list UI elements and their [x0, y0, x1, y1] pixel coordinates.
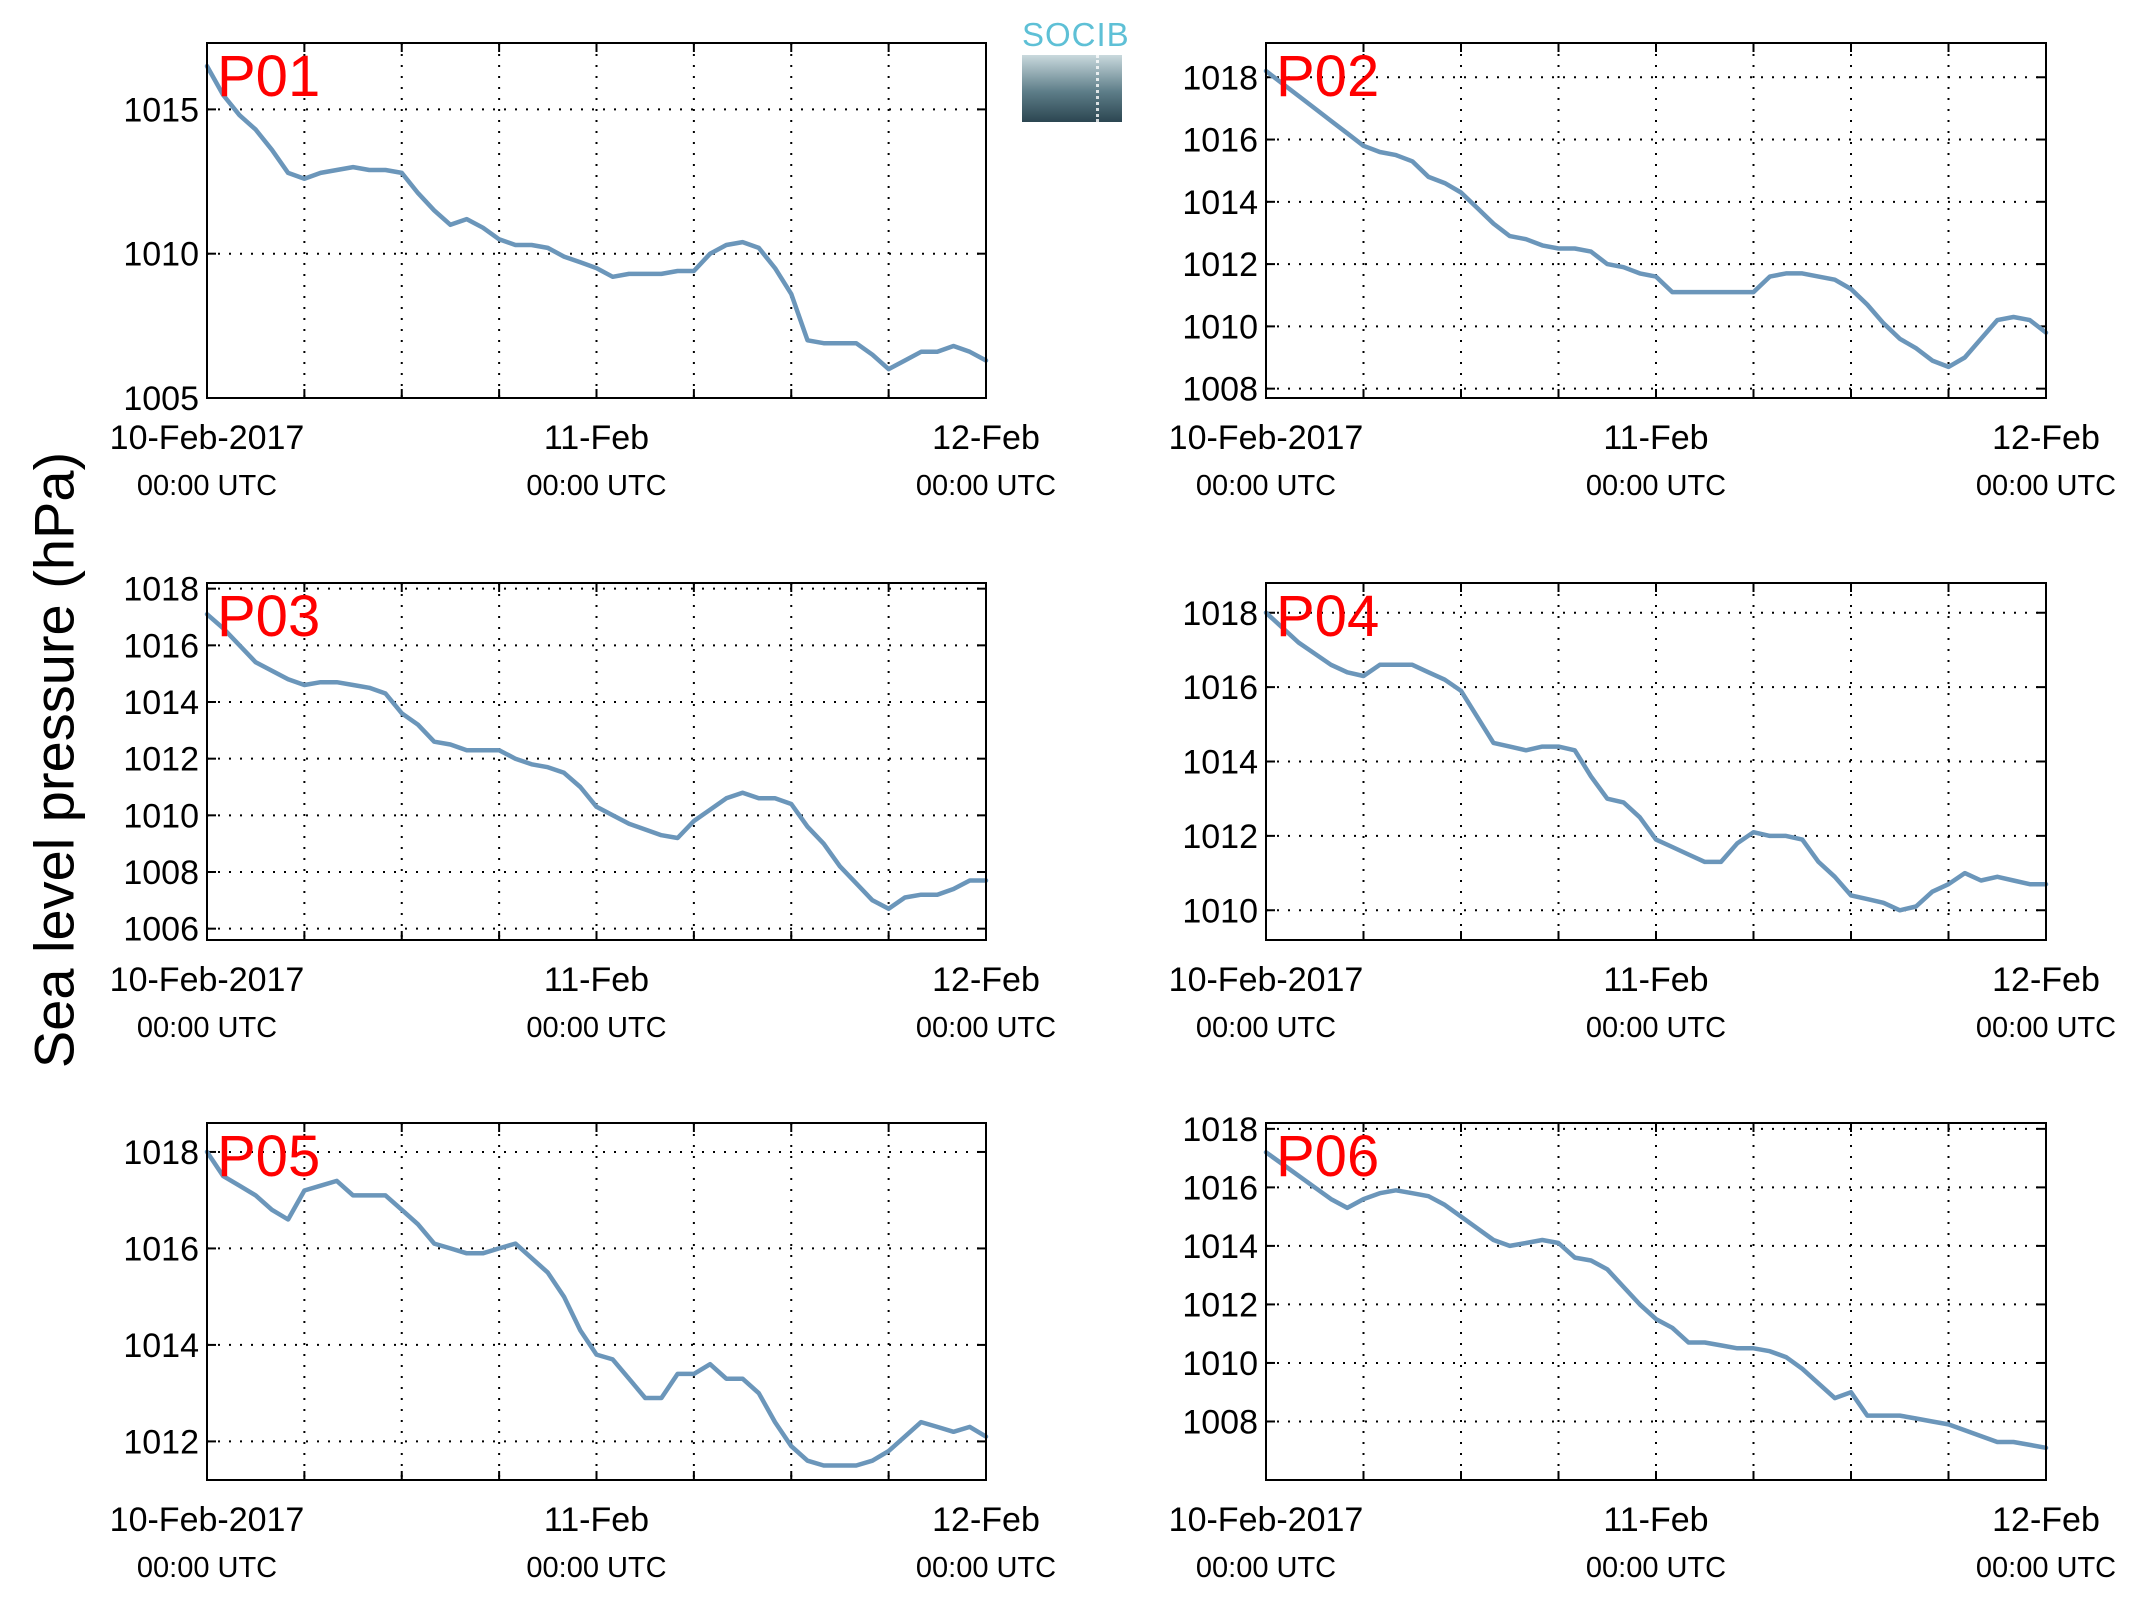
- panel-label: P03: [217, 584, 320, 649]
- y-tick-label: 1014: [1182, 744, 1258, 782]
- logo-text: SOCIB: [1022, 16, 1130, 53]
- y-tick-label: 1005: [123, 380, 199, 418]
- y-tick-label: 1015: [123, 91, 199, 129]
- y-tick-label: 1014: [1182, 184, 1258, 222]
- plot-frame: [1265, 1122, 2047, 1481]
- x-tick-label-time: 00:00 UTC: [1196, 470, 1336, 502]
- x-tick-label-date: 11-Feb: [1603, 961, 1708, 999]
- panel-label: P06: [1276, 1124, 1379, 1189]
- y-tick-label: 1010: [1182, 1345, 1258, 1383]
- y-tick-label: 1010: [1182, 892, 1258, 930]
- x-tick-label-time: 00:00 UTC: [526, 1552, 666, 1584]
- x-tick-label-time: 00:00 UTC: [1586, 1012, 1726, 1044]
- x-tick-label-date: 10-Feb-2017: [110, 961, 305, 999]
- y-tick-label: 1018: [1182, 59, 1258, 97]
- x-tick-label-date: 11-Feb: [544, 419, 649, 457]
- x-tick-label-date: 12-Feb: [1992, 419, 2100, 457]
- subplot-5: 1012 1014 1016 1018 10-Feb-2017 00:00 UTC 11-F…: [110, 1122, 1056, 1584]
- x-tick-label-date: 11-Feb: [544, 1501, 649, 1539]
- pressure-series-line: [1263, 610, 2049, 913]
- x-tick-label-time: 00:00 UTC: [1586, 470, 1726, 502]
- y-tick-label: 1016: [1182, 122, 1258, 160]
- x-tick-label-date: 11-Feb: [544, 961, 649, 999]
- panel-label: P02: [1276, 44, 1379, 109]
- x-tick-label-date: 12-Feb: [1992, 961, 2100, 999]
- y-axis-label: Sea level pressure (hPa): [22, 451, 86, 1069]
- panel-label: P04: [1276, 584, 1379, 649]
- x-tick-label-time: 00:00 UTC: [916, 470, 1056, 502]
- x-tick-label-date: 12-Feb: [932, 961, 1040, 999]
- x-tick-label-time: 00:00 UTC: [137, 1552, 277, 1584]
- plot-frame: [206, 42, 987, 399]
- plot-frame: [206, 1122, 987, 1481]
- x-tick-label-date: 10-Feb-2017: [1169, 1501, 1364, 1539]
- y-tick-label: 1016: [123, 1230, 199, 1268]
- y-tick-label: 1016: [1182, 669, 1258, 707]
- x-tick-label-date: 11-Feb: [1603, 419, 1708, 457]
- y-tick-label: 1010: [123, 236, 199, 274]
- panel-label: P01: [217, 44, 320, 109]
- y-tick-label: 1016: [1182, 1169, 1258, 1207]
- plot-frame: [206, 582, 987, 941]
- logo-wave-icon: [1022, 55, 1122, 122]
- panel-label: P05: [217, 1124, 320, 1189]
- x-tick-label-date: 10-Feb-2017: [1169, 961, 1364, 999]
- x-tick-label-date: 12-Feb: [1992, 1501, 2100, 1539]
- x-tick-label-time: 00:00 UTC: [1976, 470, 2116, 502]
- y-tick-label: 1008: [123, 854, 199, 892]
- y-tick-label: 1012: [1182, 818, 1258, 856]
- pressure-series-line: [1263, 1150, 2049, 1451]
- socib-logo: SOCIB: [1022, 16, 1130, 122]
- subplot-4: 1010 1012 1014 1016 1018 10-Feb-2017 00:00 UTC…: [1169, 582, 2116, 1044]
- x-tick-label-time: 00:00 UTC: [1976, 1552, 2116, 1584]
- x-tick-label-time: 00:00 UTC: [1586, 1552, 1726, 1584]
- y-tick-label: 1012: [1182, 1286, 1258, 1324]
- plot-frame: [1265, 42, 2047, 399]
- y-tick-label: 1018: [1182, 595, 1258, 633]
- y-tick-label: 1018: [1182, 1111, 1258, 1149]
- y-tick-label: 1016: [123, 627, 199, 665]
- x-tick-label-time: 00:00 UTC: [526, 470, 666, 502]
- y-tick-label: 1010: [123, 797, 199, 835]
- subplot-6: 1008 1010 1012 1014 1016 1018 10-Feb-2017 00:00…: [1169, 1111, 2116, 1584]
- pressure-series-line: [204, 611, 989, 912]
- plot-frame: [1265, 582, 2047, 941]
- pressure-series-line: [1263, 68, 2049, 370]
- x-tick-label-time: 00:00 UTC: [916, 1012, 1056, 1044]
- y-tick-label: 1014: [123, 684, 199, 722]
- y-tick-label: 1008: [1182, 371, 1258, 409]
- y-tick-label: 1008: [1182, 1403, 1258, 1441]
- y-tick-label: 1014: [123, 1327, 199, 1365]
- x-tick-label-time: 00:00 UTC: [1196, 1552, 1336, 1584]
- x-tick-label-date: 11-Feb: [1603, 1501, 1708, 1539]
- y-tick-label: 1014: [1182, 1228, 1258, 1266]
- x-tick-label-time: 00:00 UTC: [526, 1012, 666, 1044]
- y-tick-label: 1010: [1182, 308, 1258, 346]
- y-tick-label: 1012: [1182, 246, 1258, 284]
- y-tick-label: 1006: [123, 911, 199, 949]
- pressure-series-line: [204, 63, 989, 372]
- y-tick-label: 1018: [123, 571, 199, 609]
- x-tick-label-date: 10-Feb-2017: [1169, 419, 1364, 457]
- y-tick-label: 1012: [123, 1423, 199, 1461]
- logo-dots: [1096, 55, 1099, 122]
- x-tick-label-date: 10-Feb-2017: [110, 1501, 305, 1539]
- pressure-series-line: [204, 1149, 989, 1468]
- x-tick-label-date: 12-Feb: [932, 419, 1040, 457]
- x-tick-label-time: 00:00 UTC: [916, 1552, 1056, 1584]
- y-tick-label: 1012: [123, 741, 199, 779]
- x-tick-label-time: 00:00 UTC: [1196, 1012, 1336, 1044]
- y-tick-label: 1018: [123, 1134, 199, 1172]
- x-tick-label-time: 00:00 UTC: [137, 1012, 277, 1044]
- subplot-1: 1005 1010 1015 10-Feb-2017 00:00 UTC 11-Feb 00…: [110, 42, 1056, 502]
- x-tick-label-date: 10-Feb-2017: [110, 419, 305, 457]
- subplot-3: 1006 1008 1010 1012 1014 1016 1018 10-Feb-2017 0…: [110, 571, 1056, 1044]
- x-tick-label-time: 00:00 UTC: [137, 470, 277, 502]
- subplot-2: 1008 1010 1012 1014 1016 1018 10-Feb-2017 00:00…: [1169, 42, 2116, 502]
- x-tick-label-date: 12-Feb: [932, 1501, 1040, 1539]
- x-tick-label-time: 00:00 UTC: [1976, 1012, 2116, 1044]
